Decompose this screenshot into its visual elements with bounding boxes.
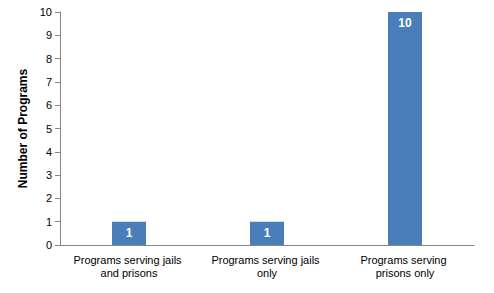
svg-text:prisons only: prisons only [376,267,435,279]
svg-text:1: 1 [46,216,52,228]
svg-text:5: 5 [46,123,52,135]
svg-text:10: 10 [398,16,412,30]
svg-text:1: 1 [264,226,271,240]
svg-text:8: 8 [46,53,52,65]
svg-text:Programs serving jails: Programs serving jails [211,254,322,266]
svg-text:0: 0 [46,239,52,251]
svg-text:Programs serving: Programs serving [360,254,449,266]
svg-text:3: 3 [46,169,52,181]
svg-text:1: 1 [126,226,133,240]
svg-text:and prisons: and prisons [101,267,158,279]
svg-text:7: 7 [46,76,52,88]
svg-text:6: 6 [46,99,52,111]
svg-text:only: only [257,267,278,279]
svg-text:Programs serving jails: Programs serving jails [73,254,184,266]
svg-text:Number of Programs: Number of Programs [16,68,30,188]
svg-text:9: 9 [46,29,52,41]
svg-text:10: 10 [40,6,52,18]
svg-text:4: 4 [46,146,52,158]
svg-text:2: 2 [46,192,52,204]
